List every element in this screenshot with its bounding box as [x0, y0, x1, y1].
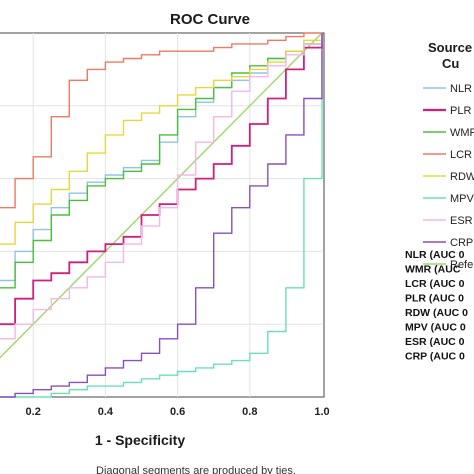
- series-line-esr: [0, 33, 323, 340]
- legend-label-wmr: WMR: [450, 127, 474, 139]
- chart-title: ROC Curve: [170, 11, 250, 28]
- plot-area: [0, 32, 325, 398]
- x-tick-label: 0.4: [98, 406, 114, 418]
- series-line-mpv: [0, 51, 323, 398]
- legend-label-esr: ESR: [450, 215, 473, 227]
- grid-lines: [0, 33, 322, 397]
- legend-label-rdw: RDW: [450, 171, 474, 183]
- x-tick-label: 1.0: [314, 406, 329, 418]
- x-axis-label: 1 - Specificity: [95, 432, 185, 448]
- legend-label-crp: CRP: [450, 237, 473, 249]
- series-line-plr: [0, 33, 323, 326]
- legend: Source Cu NLR PLR WMR LCR RDW MPV ESR CRP Refe: [423, 40, 474, 271]
- x-tick-label: 0.6: [170, 406, 185, 418]
- x-tick-label: 0.8: [242, 406, 257, 418]
- auc-label: NLR (AUC 0: [405, 249, 465, 261]
- legend-label-nlr: NLR: [450, 83, 472, 95]
- x-tick-label: 0.2: [26, 406, 41, 418]
- legend-label-refe: Refe: [450, 259, 473, 271]
- footnote: Diagonal segments are produced by ties.: [96, 465, 296, 474]
- auc-label: ESR (AUC 0: [405, 336, 465, 348]
- series-layer: [0, 32, 323, 398]
- legend-title-line-2: Cu: [442, 56, 459, 71]
- auc-list: NLR (AUC 0 WMR (AUC LCR (AUC 0 PLR (AUC 0 RD…: [405, 249, 468, 363]
- legend-label-mpv: MPV: [450, 193, 474, 205]
- auc-label: LCR (AUC 0: [405, 278, 465, 290]
- legend-label-lcr: LCR: [450, 149, 472, 161]
- series-line-crp: [0, 33, 323, 398]
- auc-label: CRP (AUC 0: [405, 351, 465, 363]
- legend-label-plr: PLR: [450, 105, 471, 117]
- auc-label: MPV (AUC 0: [405, 322, 466, 334]
- auc-label: RDW (AUC 0: [405, 307, 468, 319]
- x-tick-labels: 0.2 0.4 0.6 0.8 1.0: [26, 406, 330, 418]
- series-line-lcr: [0, 32, 322, 209]
- auc-label: PLR (AUC 0: [405, 293, 464, 305]
- legend-title-line-1: Source: [428, 40, 472, 55]
- auc-label: WMR (AUC: [405, 264, 461, 276]
